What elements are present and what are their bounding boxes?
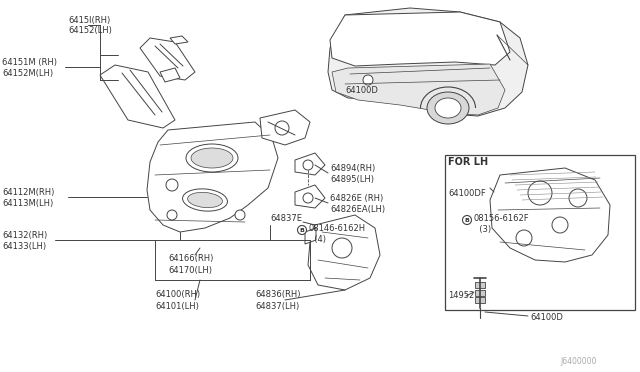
Circle shape [235,210,245,220]
Polygon shape [100,65,175,128]
Bar [475,297,485,303]
Text: 64100D: 64100D [530,314,563,323]
Polygon shape [147,122,278,232]
Text: 64895(LH): 64895(LH) [330,174,374,183]
Text: 64132(RH): 64132(RH) [2,231,47,240]
Ellipse shape [188,192,223,208]
Text: (3): (3) [474,224,491,234]
Text: B: B [465,218,469,222]
Text: 64100D: 64100D [345,86,378,94]
Text: 64100DF: 64100DF [448,189,486,198]
Polygon shape [490,168,610,262]
Text: 08156-6162F: 08156-6162F [474,214,530,222]
Circle shape [303,193,313,203]
Text: 64170(LH): 64170(LH) [168,266,212,275]
Bar [445,155,635,310]
Polygon shape [305,228,316,244]
Ellipse shape [427,92,469,124]
Circle shape [552,217,568,233]
Text: 64151M (RH): 64151M (RH) [2,58,57,67]
Text: J6400000: J6400000 [560,357,596,366]
Text: 64826EA(LH): 64826EA(LH) [330,205,385,214]
Ellipse shape [435,98,461,118]
Text: 64894(RH): 64894(RH) [330,164,375,173]
Ellipse shape [191,148,233,168]
Text: 64133(LH): 64133(LH) [2,241,46,250]
Text: 08146-6162H: 08146-6162H [309,224,366,232]
Text: 64826E (RH): 64826E (RH) [330,193,383,202]
Text: FOR LH: FOR LH [448,157,488,167]
Text: 64837(LH): 64837(LH) [255,301,300,311]
Ellipse shape [186,144,238,172]
Polygon shape [295,153,325,175]
Ellipse shape [182,189,227,211]
Polygon shape [328,8,528,116]
Polygon shape [160,68,180,82]
Circle shape [463,215,472,224]
Circle shape [303,160,313,170]
Circle shape [167,210,177,220]
Polygon shape [308,215,380,290]
Circle shape [363,75,373,85]
Circle shape [275,121,289,135]
Text: 64836(RH): 64836(RH) [255,291,301,299]
Bar [475,282,485,288]
Circle shape [332,238,352,258]
Text: 64113M(LH): 64113M(LH) [2,199,53,208]
Bar [475,290,485,296]
Circle shape [569,189,587,207]
Circle shape [516,230,532,246]
Circle shape [528,181,552,205]
Text: 64837E: 64837E [270,214,302,222]
Text: 64112M(RH): 64112M(RH) [2,187,54,196]
Text: 6415l(RH): 6415l(RH) [68,16,110,25]
Circle shape [166,179,178,191]
Polygon shape [332,64,505,115]
Text: 64152M(LH): 64152M(LH) [2,68,53,77]
Text: 64100(RH): 64100(RH) [155,291,200,299]
Polygon shape [330,12,510,66]
Text: B: B [300,228,305,232]
Text: (4): (4) [309,234,326,244]
Polygon shape [170,36,188,44]
Circle shape [298,225,307,234]
Text: 14952: 14952 [448,291,474,299]
Text: 64152(LH): 64152(LH) [68,26,112,35]
Text: 64166(RH): 64166(RH) [168,253,213,263]
Text: 64101(LH): 64101(LH) [155,301,199,311]
Polygon shape [260,110,310,145]
Polygon shape [140,38,195,80]
Polygon shape [295,185,325,208]
